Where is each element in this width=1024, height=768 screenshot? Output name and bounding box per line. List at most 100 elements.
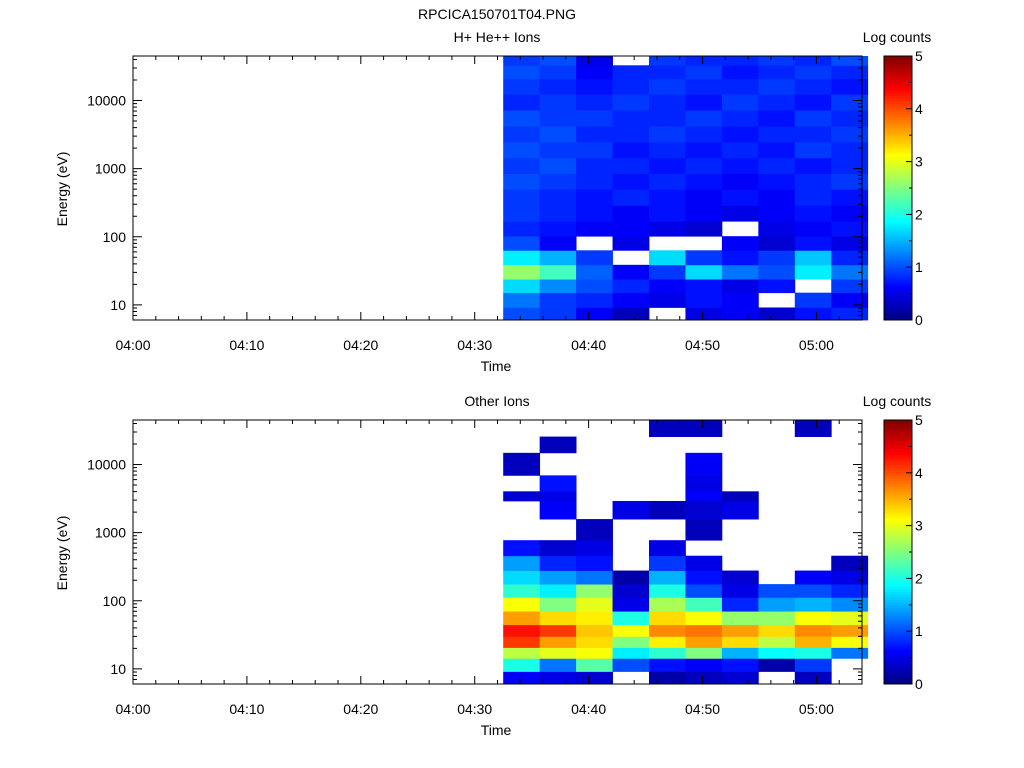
heatmap-cell bbox=[649, 78, 686, 95]
heatmap-cell bbox=[831, 597, 869, 612]
heatmap-cell bbox=[758, 279, 796, 294]
colorbar-segment bbox=[884, 462, 912, 466]
y-tick-label: 1000 bbox=[95, 525, 126, 541]
heatmap-cell bbox=[685, 570, 723, 585]
heatmap-cell bbox=[758, 221, 796, 237]
heatmap-cell bbox=[539, 189, 577, 206]
heatmap-cell bbox=[503, 555, 541, 571]
heatmap-cell bbox=[794, 141, 832, 159]
colorbar-segment bbox=[884, 504, 912, 508]
heatmap-cell bbox=[758, 126, 796, 143]
colorbar-segment bbox=[884, 312, 912, 316]
heatmap-cell bbox=[721, 292, 759, 308]
heatmap-cell bbox=[685, 78, 723, 95]
colorbar-segment bbox=[884, 544, 912, 548]
heatmap-cell bbox=[612, 65, 650, 80]
heatmap-cell bbox=[612, 264, 650, 280]
colorbar-segment bbox=[884, 145, 912, 149]
colorbar-segment bbox=[884, 422, 912, 426]
colorbar-segment bbox=[884, 525, 912, 529]
heatmap-cell bbox=[758, 157, 796, 174]
heatmap-cell bbox=[612, 126, 650, 143]
heatmap-cell bbox=[539, 436, 577, 454]
heatmap-cell bbox=[685, 205, 723, 222]
heatmap-cell bbox=[503, 236, 541, 251]
heatmap-cell bbox=[649, 570, 686, 585]
axes: 04:00 04:10 04:20 04:30 04:40 04:50 05:00 10 100… bbox=[87, 55, 863, 353]
colorbar-segment bbox=[884, 151, 912, 155]
heatmap-cell bbox=[503, 307, 541, 321]
heatmap-cell bbox=[539, 157, 577, 174]
colorbar-segment bbox=[884, 644, 912, 648]
x-axis-label: Time bbox=[481, 358, 512, 374]
heatmap-cell bbox=[794, 236, 832, 251]
heatmap-cells bbox=[503, 56, 869, 321]
colorbar-segment bbox=[884, 206, 912, 210]
heatmap-cell bbox=[612, 597, 650, 612]
heatmap-cell bbox=[721, 491, 759, 502]
y-tick-label: 1000 bbox=[95, 161, 126, 177]
colorbar-segment bbox=[884, 243, 912, 247]
colorbar-segment bbox=[884, 607, 912, 611]
colorbar-segment bbox=[884, 435, 912, 439]
heatmap-cell bbox=[831, 264, 869, 280]
colorbar-segment bbox=[884, 430, 912, 434]
colorbar-segment bbox=[884, 74, 912, 78]
colorbar-segment bbox=[884, 214, 912, 218]
axes: 04:00 04:10 04:20 04:30 04:40 04:50 05:00 10 100… bbox=[87, 419, 863, 717]
colorbar-segment bbox=[884, 668, 912, 672]
heatmap-cell bbox=[539, 279, 577, 294]
heatmap-cell bbox=[576, 141, 613, 159]
heatmap-cell bbox=[685, 611, 723, 626]
heatmap-cell bbox=[758, 264, 796, 280]
colorbar-segment bbox=[884, 219, 912, 223]
colorbar-segment bbox=[884, 90, 912, 94]
heatmap-cell bbox=[758, 173, 796, 190]
heatmap-cell bbox=[721, 141, 759, 159]
heatmap-cell bbox=[649, 94, 686, 111]
colorbar-segment bbox=[884, 259, 912, 263]
heatmap-cell bbox=[685, 157, 723, 174]
heatmap-cell bbox=[576, 584, 613, 598]
heatmap-cell bbox=[539, 624, 577, 637]
x-tick-label: 04:10 bbox=[229, 701, 264, 717]
x-tick-label: 04:10 bbox=[229, 337, 264, 353]
heatmap-cell bbox=[794, 157, 832, 174]
heatmap-cell bbox=[758, 94, 796, 111]
heatmap-cell bbox=[503, 279, 541, 294]
colorbar-tick-label: 3 bbox=[915, 154, 923, 170]
heatmap-cell bbox=[685, 141, 723, 159]
colorbar-tick-label: 5 bbox=[915, 412, 923, 428]
heatmap-cell bbox=[576, 78, 613, 95]
colorbar-segment bbox=[884, 293, 912, 297]
heatmap-cell bbox=[831, 279, 869, 294]
heatmap-cell bbox=[576, 570, 613, 585]
heatmap-cell bbox=[649, 671, 686, 685]
colorbar-tick-label: 3 bbox=[915, 518, 923, 534]
heatmap-cell bbox=[612, 205, 650, 222]
heatmap-cell bbox=[831, 250, 869, 266]
heatmap-cell bbox=[649, 500, 686, 520]
heatmap-cell bbox=[685, 292, 723, 308]
heatmap-cell bbox=[831, 65, 869, 80]
colorbar-segment bbox=[884, 536, 912, 540]
colorbar-segment bbox=[884, 222, 912, 226]
heatmap-cell bbox=[612, 141, 650, 159]
heatmap-cell bbox=[539, 141, 577, 159]
colorbar-segment bbox=[884, 153, 912, 157]
heatmap-cell bbox=[612, 584, 650, 598]
heatmap-cell bbox=[758, 658, 796, 672]
colorbar-segment bbox=[884, 567, 912, 571]
colorbar-segment bbox=[884, 557, 912, 561]
colorbar-segment bbox=[884, 454, 912, 458]
heatmap-cell bbox=[721, 236, 759, 251]
colorbar-segment bbox=[884, 306, 912, 310]
heatmap-cell bbox=[831, 189, 869, 206]
y-tick-label: 100 bbox=[103, 229, 127, 245]
heatmap-cell bbox=[794, 189, 832, 206]
y-tick-label: 10 bbox=[110, 297, 126, 313]
colorbar-segment bbox=[884, 625, 912, 630]
heatmap-cell bbox=[831, 570, 869, 585]
heatmap-cell bbox=[758, 584, 796, 598]
